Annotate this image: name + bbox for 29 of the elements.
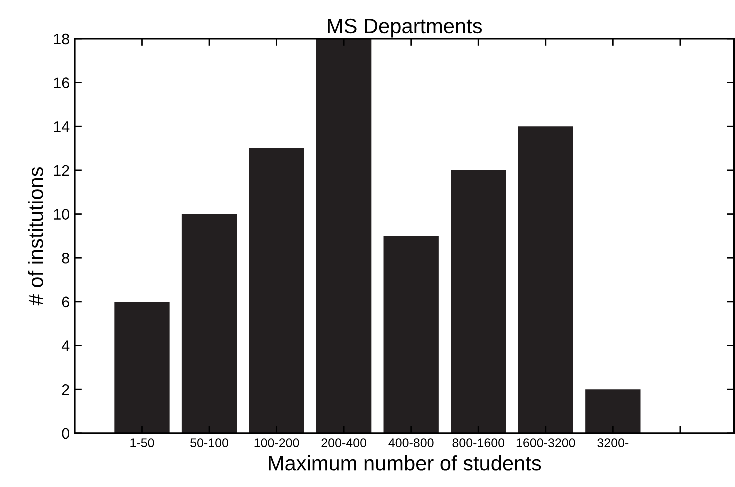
y-tick-label: 14 — [54, 122, 70, 132]
x-axis-title: Maximum number of students — [269, 456, 542, 471]
x-tick-label: 100-200 — [254, 438, 300, 448]
y-tick-label: 4 — [62, 340, 70, 352]
x-tick-label: 800-1600 — [452, 438, 505, 448]
y-tick-label: 16 — [54, 78, 70, 88]
x-tick-label: 1600-3200 — [516, 438, 576, 448]
x-tick-label: 1-50 — [130, 438, 154, 448]
bar — [384, 236, 439, 434]
bar — [586, 390, 641, 434]
y-tick-label: 10 — [54, 209, 70, 220]
bar — [114, 302, 170, 434]
y-tick-label: 2 — [62, 384, 70, 396]
x-tick-label: 200-400 — [322, 438, 367, 448]
x-tick-label: 50-100 — [190, 438, 228, 448]
y-axis-title: # of institutions — [28, 167, 44, 306]
bar — [182, 214, 238, 434]
bar — [249, 148, 304, 434]
x-tick-label: 400-800 — [388, 438, 434, 448]
y-tick-label: 18 — [54, 34, 70, 45]
x-tick-label: 3200- — [598, 438, 629, 448]
y-tick-label: 8 — [62, 252, 70, 264]
chart-title: MS Departments — [328, 18, 482, 38]
y-tick-label: 6 — [62, 296, 70, 308]
y-tick-label: 0 — [62, 428, 70, 440]
bar — [316, 38, 372, 434]
y-tick-label: 12 — [54, 165, 70, 176]
bar — [451, 170, 506, 434]
bar — [518, 126, 574, 434]
